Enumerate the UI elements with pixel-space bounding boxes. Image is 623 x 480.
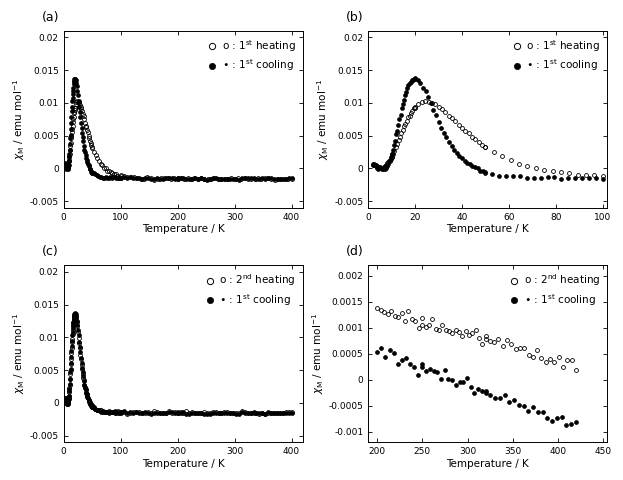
- Text: (c): (c): [42, 245, 59, 258]
- X-axis label: Temperature / K: Temperature / K: [142, 459, 225, 469]
- Y-axis label: $\chi_{\rm M}$ / emu mol$^{-1}$: $\chi_{\rm M}$ / emu mol$^{-1}$: [316, 79, 331, 160]
- Legend: o : 1$^{\rm st}$ heating, $\bullet$ : 1$^{\rm st}$ cooling: o : 1$^{\rm st}$ heating, $\bullet$ : 1$…: [205, 36, 298, 75]
- X-axis label: Temperature / K: Temperature / K: [142, 225, 225, 234]
- Legend: o : 1$^{\rm st}$ heating, $\bullet$ : 1$^{\rm st}$ cooling: o : 1$^{\rm st}$ heating, $\bullet$ : 1$…: [510, 36, 602, 75]
- Y-axis label: $\chi_{\rm M}$ / emu mol$^{-1}$: $\chi_{\rm M}$ / emu mol$^{-1}$: [11, 79, 27, 160]
- Legend: o : 2$^{\rm nd}$ heating, $\bullet$ : 1$^{\rm st}$ cooling: o : 2$^{\rm nd}$ heating, $\bullet$ : 1$…: [202, 271, 298, 310]
- Text: (d): (d): [346, 245, 363, 258]
- X-axis label: Temperature / K: Temperature / K: [447, 225, 529, 234]
- Y-axis label: $\chi_{\rm M}$ / emu mol$^{-1}$: $\chi_{\rm M}$ / emu mol$^{-1}$: [11, 313, 27, 395]
- Text: (b): (b): [346, 11, 363, 24]
- Y-axis label: $\chi_{\rm M}$ / emu mol$^{-1}$: $\chi_{\rm M}$ / emu mol$^{-1}$: [310, 313, 326, 395]
- Text: (a): (a): [41, 11, 59, 24]
- Legend: o : 2$^{\rm nd}$ heating, $\bullet$ : 1$^{\rm st}$ cooling: o : 2$^{\rm nd}$ heating, $\bullet$ : 1$…: [507, 271, 602, 310]
- X-axis label: Temperature / K: Temperature / K: [447, 459, 529, 469]
